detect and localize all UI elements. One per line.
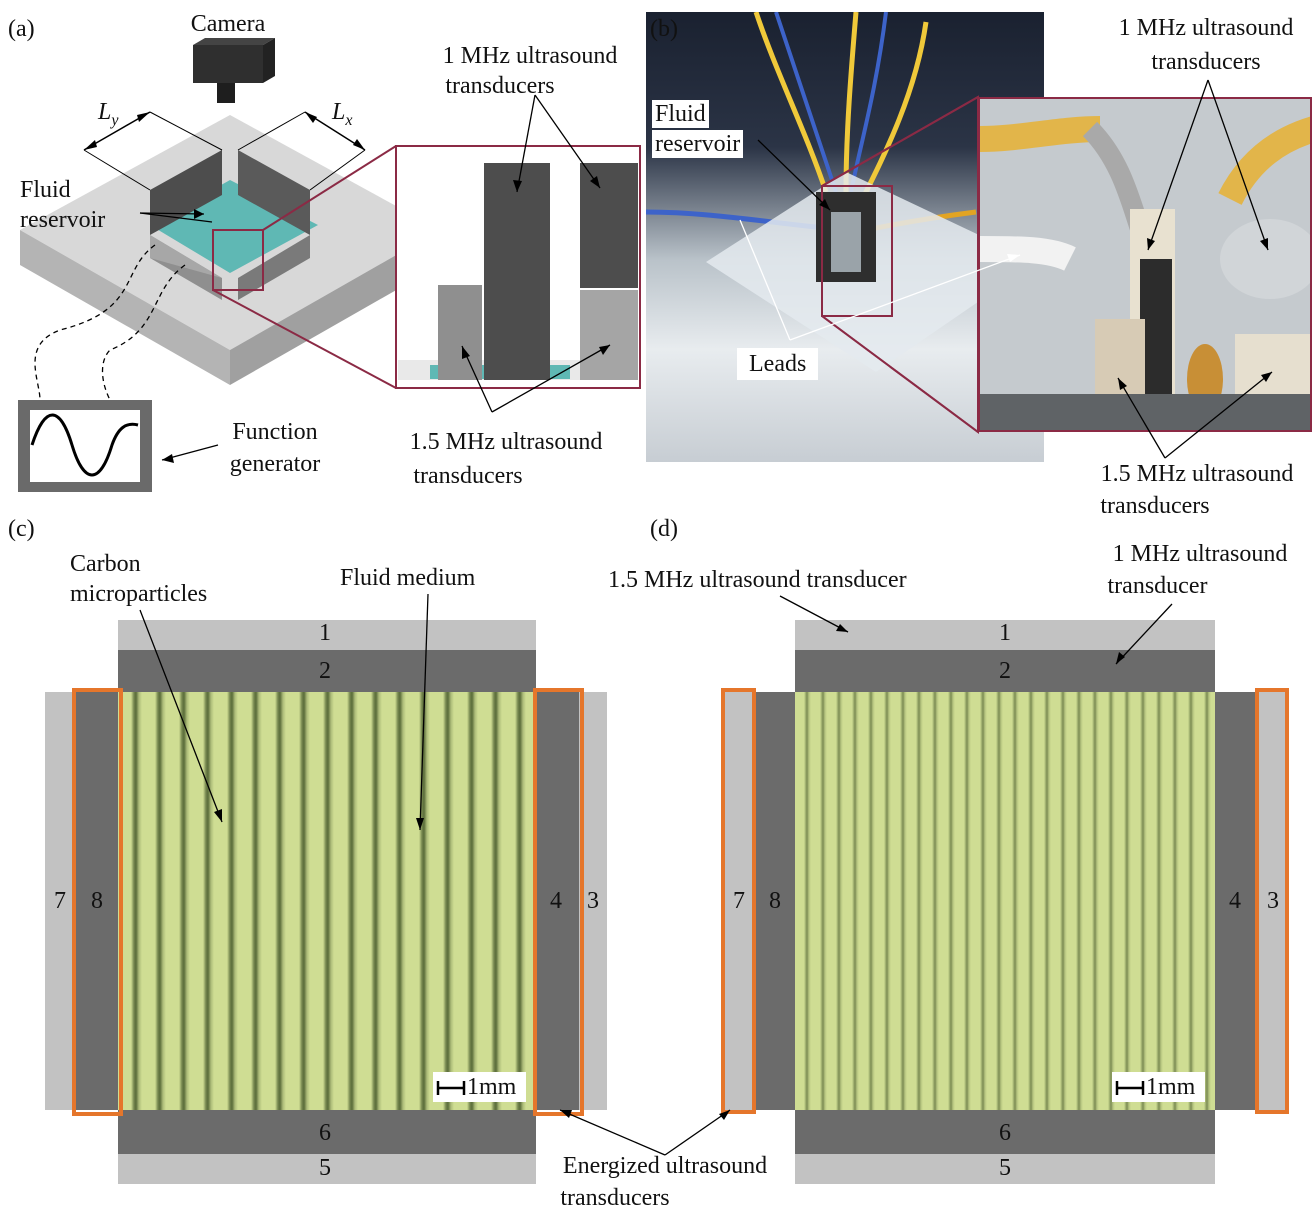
d-15mhz-label: 1.5 MHz ultrasound transducer [608,567,907,593]
d-num-5: 5 [999,1155,1011,1181]
c-num-5: 5 [319,1155,331,1181]
d-num-4: 4 [1229,888,1241,914]
c-num-4: 4 [550,888,562,914]
d-transducer-4 [1215,692,1258,1110]
panel-a-letter: (a) [8,16,35,42]
d-scale-label: 1mm [1146,1074,1196,1100]
energized-arrows [559,1109,731,1156]
d-transducer-3 [1258,688,1288,1110]
d-transducer-8 [755,692,795,1110]
d-scale-bar [1115,1081,1145,1095]
a-15mhz-2: transducers [413,463,523,489]
energized-label-2: transducers [560,1185,670,1211]
c-transducer-5 [118,1154,536,1184]
b-15mhz-1: 1.5 MHz ultrasound [1100,461,1294,487]
c-arrows [139,593,429,831]
d-transducer-6 [795,1110,1215,1154]
b-15mhz-2: transducers [1100,493,1210,519]
c-energized-outline-left [72,688,123,1116]
c-carbon-2: microparticles [70,581,208,607]
d-num-6: 6 [999,1120,1011,1146]
panel-b-zoom-photo [978,97,1312,432]
d-transducer-2 [795,650,1215,692]
panel-b-letter: (b) [650,16,678,42]
c-num-2: 2 [319,658,331,684]
c-num-8: 8 [91,888,103,914]
d-num-2: 2 [999,658,1011,684]
panel-b-annotations [739,79,1273,459]
c-num-7: 7 [54,888,66,914]
c-transducer-8 [75,692,118,1110]
function-generator-icon [18,400,152,492]
ly-label: Ly [98,99,119,129]
d-num-7: 7 [733,888,745,914]
panel-c-letter: (c) [8,516,35,542]
b-leads-label: Leads [737,348,819,380]
d-fluid-image [795,692,1215,1110]
a-1mhz-1: 1 MHz ultrasound [442,43,618,69]
d-transducer-7 [722,688,755,1110]
d-1mhz-1: 1 MHz ultrasound [1112,541,1288,567]
d-num-3: 3 [1267,888,1279,914]
b-1mhz-1: 1 MHz ultrasound [1118,15,1294,41]
energized-label-1: Energized ultrasound [562,1153,768,1179]
c-scale-bar [436,1081,466,1095]
a-15mhz-1: 1.5 MHz ultrasound [409,429,603,455]
a-fluid-reservoir-2: reservoir [20,207,106,233]
b-1mhz-2: transducers [1151,49,1261,75]
c-num-1: 1 [319,620,331,646]
d-arrows [779,595,1173,665]
c-transducer-6 [118,1110,536,1154]
c-carbon-1: Carbon [70,551,141,577]
c-fluid-image [118,692,536,1110]
c-fluid-medium: Fluid medium [340,565,476,591]
c-transducer-1 [118,620,536,650]
d-num-1: 1 [999,620,1011,646]
d-transducer-1 [795,620,1215,650]
a-1mhz-2: transducers [445,73,555,99]
d-energized-outline-right [1255,688,1289,1114]
function-generator-1: Function [232,419,318,445]
c-scale-label: 1mm [467,1074,517,1100]
lx-label: Lx [332,99,353,129]
panel-a-illustration [18,38,641,492]
camera-label: Camera [190,11,266,37]
function-generator-2: generator [229,451,321,477]
camera-icon [193,38,275,103]
b-fluid-reservoir-2: reservoir [652,130,744,158]
c-transducer-7 [45,692,75,1110]
d-num-8: 8 [769,888,781,914]
d-energized-outline-left [721,688,756,1114]
c-transducer-2 [118,650,536,692]
d-transducer-5 [795,1154,1215,1184]
c-num-6: 6 [319,1120,331,1146]
c-energized-outline-right [533,688,584,1116]
c-num-3: 3 [587,888,599,914]
a-fluid-reservoir-1: Fluid [20,177,71,203]
panel-d-letter: (d) [650,516,678,542]
b-fluid-reservoir-1: Fluid [652,100,709,128]
d-1mhz-2: transducer [1107,573,1208,599]
c-transducer-4 [536,692,579,1110]
